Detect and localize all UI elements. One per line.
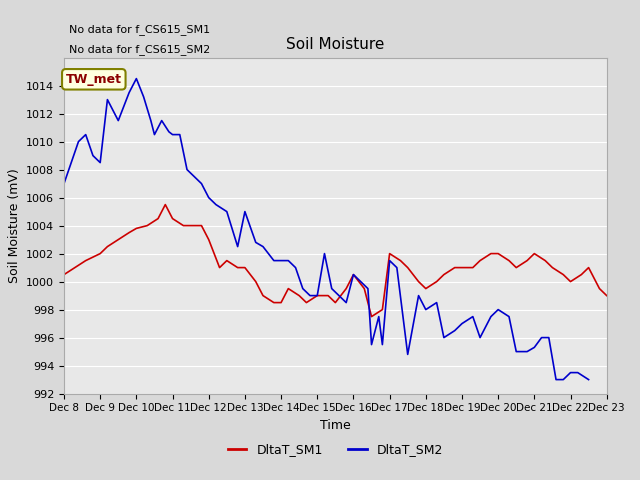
Line: DltaT_SM1: DltaT_SM1 xyxy=(64,204,607,317)
DltaT_SM2 xyxy=(476,335,484,340)
Line: DltaT_SM2: DltaT_SM2 xyxy=(64,79,589,380)
DltaT_SM1 xyxy=(259,293,267,299)
DltaT_SM2 xyxy=(60,181,68,187)
Y-axis label: Soil Moisture (mV): Soil Moisture (mV) xyxy=(8,168,20,283)
DltaT_SM2 xyxy=(538,335,545,340)
DltaT_SM1 xyxy=(368,314,376,320)
Text: TW_met: TW_met xyxy=(66,73,122,86)
X-axis label: Time: Time xyxy=(320,419,351,432)
DltaT_SM2 xyxy=(404,351,412,357)
Title: Soil Moisture: Soil Moisture xyxy=(286,37,385,52)
DltaT_SM1 xyxy=(216,265,223,271)
DltaT_SM1 xyxy=(169,216,177,221)
DltaT_SM2 xyxy=(545,335,553,340)
Legend: DltaT_SM1, DltaT_SM2: DltaT_SM1, DltaT_SM2 xyxy=(223,438,448,461)
DltaT_SM2 xyxy=(433,300,440,305)
DltaT_SM1 xyxy=(252,279,260,285)
DltaT_SM2 xyxy=(132,76,140,82)
DltaT_SM1 xyxy=(161,202,169,207)
DltaT_SM1 xyxy=(234,265,241,271)
DltaT_SM2 xyxy=(585,377,593,383)
DltaT_SM1 xyxy=(422,286,429,291)
Text: No data for f_CS615_SM2: No data for f_CS615_SM2 xyxy=(69,44,211,55)
DltaT_SM2 xyxy=(552,377,560,383)
DltaT_SM1 xyxy=(603,293,611,299)
DltaT_SM2 xyxy=(531,345,538,350)
Text: No data for f_CS615_SM1: No data for f_CS615_SM1 xyxy=(69,24,211,35)
DltaT_SM1 xyxy=(60,272,68,277)
